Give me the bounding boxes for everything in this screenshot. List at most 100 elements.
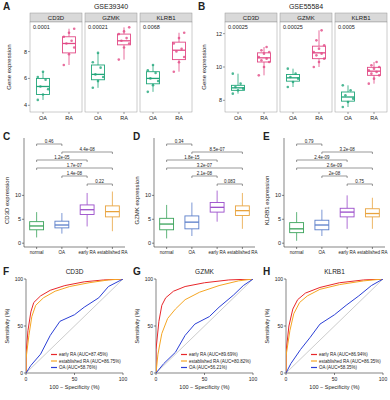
comparison-bracket bbox=[167, 168, 243, 170]
y-axis-line bbox=[24, 138, 25, 247]
y-tick-label: 0 bbox=[150, 370, 153, 376]
whisker-upper bbox=[61, 213, 62, 221]
whisker-lower bbox=[124, 45, 125, 60]
x-tick-label: OA bbox=[189, 250, 196, 255]
data-point bbox=[94, 73, 97, 76]
data-point bbox=[147, 69, 150, 72]
box-median bbox=[55, 224, 69, 225]
whisker-upper bbox=[191, 203, 192, 216]
x-axis-label: 100 − Specificity (%) bbox=[309, 384, 359, 390]
data-point bbox=[260, 49, 263, 52]
box-median bbox=[210, 207, 224, 208]
whisker-lower bbox=[217, 212, 218, 222]
x-tick-label: OA bbox=[289, 115, 297, 121]
plot-marks bbox=[156, 279, 253, 373]
whisker-upper bbox=[264, 47, 265, 53]
box-median bbox=[342, 96, 355, 97]
data-point bbox=[260, 59, 263, 62]
data-point bbox=[263, 52, 266, 55]
x-tick-label: normal bbox=[30, 250, 44, 255]
y-tick bbox=[282, 243, 284, 244]
y-axis-line bbox=[154, 138, 155, 247]
comparison-bracket bbox=[167, 160, 218, 162]
legend-swatch bbox=[311, 367, 317, 368]
data-point bbox=[175, 50, 178, 53]
whisker-lower bbox=[87, 214, 88, 226]
facet-label: KLRB1 bbox=[351, 15, 371, 21]
y-tick-label: 8 bbox=[219, 97, 222, 103]
box-median bbox=[315, 224, 329, 225]
box-body bbox=[185, 216, 199, 229]
data-point bbox=[287, 67, 290, 70]
panel-label: C bbox=[3, 131, 10, 142]
y-tick-label: 5 bbox=[148, 216, 151, 222]
x-tick-label: RA bbox=[120, 115, 128, 121]
data-point bbox=[320, 29, 323, 32]
legend-label: established RA (AUC=86.35%) bbox=[319, 359, 381, 364]
facet-label: CD3D bbox=[243, 15, 260, 21]
whisker-lower bbox=[69, 53, 70, 65]
comparison-bracket bbox=[297, 168, 373, 170]
data-point bbox=[42, 70, 45, 73]
data-point bbox=[123, 30, 126, 33]
box-median bbox=[30, 225, 44, 226]
x-tick-label: OA bbox=[39, 115, 47, 121]
whisker-upper bbox=[319, 30, 320, 46]
y-tick-label: 10 bbox=[216, 64, 222, 70]
p-value: 1.2e-05 bbox=[54, 155, 70, 160]
box-median bbox=[290, 228, 304, 229]
comparison-bracket bbox=[62, 152, 113, 154]
x-tick bbox=[179, 112, 180, 114]
x-axis-label: 100 − Specificity (%) bbox=[179, 384, 229, 390]
whisker-lower bbox=[61, 228, 62, 234]
box-body bbox=[105, 206, 119, 217]
data-point bbox=[178, 61, 181, 64]
whisker-upper bbox=[238, 74, 239, 86]
facet-strip bbox=[85, 13, 137, 22]
legend-swatch bbox=[181, 354, 187, 355]
data-point bbox=[313, 51, 316, 54]
y-axis-label: KLRB1 expression bbox=[264, 176, 270, 226]
data-point bbox=[47, 88, 50, 91]
x-tick-label: 50 bbox=[72, 376, 78, 382]
data-point bbox=[63, 35, 66, 38]
y-tick bbox=[223, 67, 225, 68]
x-tick-label: RA bbox=[315, 115, 323, 121]
figure: AGSE39340Gene expression468CD3DOARA0.000… bbox=[0, 0, 390, 400]
p-value: 3.2e-07 bbox=[197, 163, 213, 168]
legend-label: OA (AUC=58.35%) bbox=[319, 365, 357, 370]
comparison-bracket bbox=[37, 160, 88, 162]
plot-marks bbox=[37, 27, 76, 101]
x-tick bbox=[36, 247, 37, 249]
legend-label: established RA (AUC=86.75%) bbox=[59, 359, 121, 364]
data-point bbox=[152, 84, 155, 87]
plot-marks bbox=[290, 195, 380, 240]
p-value: 0.46 bbox=[45, 139, 54, 144]
comparison-bracket bbox=[347, 184, 372, 186]
data-point bbox=[37, 76, 40, 79]
data-point bbox=[157, 80, 160, 83]
x-tick-label: 100 bbox=[119, 376, 128, 382]
box-median bbox=[173, 50, 186, 51]
x-tick bbox=[98, 112, 99, 114]
data-point bbox=[344, 94, 347, 97]
data-point bbox=[370, 64, 373, 67]
data-point bbox=[68, 31, 71, 34]
data-point bbox=[128, 26, 131, 29]
x-tick bbox=[347, 247, 348, 249]
whisker-upper bbox=[217, 191, 218, 203]
p-value: 0.0001 bbox=[33, 24, 50, 30]
p-value: 0.75 bbox=[355, 179, 364, 184]
p-value: 2e-08 bbox=[329, 171, 341, 176]
data-point bbox=[92, 87, 95, 90]
y-tick-label: 12 bbox=[216, 31, 222, 37]
panel-label: E bbox=[263, 131, 270, 142]
y-tick bbox=[152, 219, 154, 220]
p-value: 0.083 bbox=[224, 179, 236, 184]
data-point bbox=[178, 37, 181, 40]
whisker-upper bbox=[98, 53, 99, 65]
x-tick-label: established RA bbox=[97, 250, 127, 255]
x-axis-line bbox=[24, 247, 125, 248]
box-body bbox=[342, 92, 355, 101]
box-body bbox=[313, 46, 326, 59]
